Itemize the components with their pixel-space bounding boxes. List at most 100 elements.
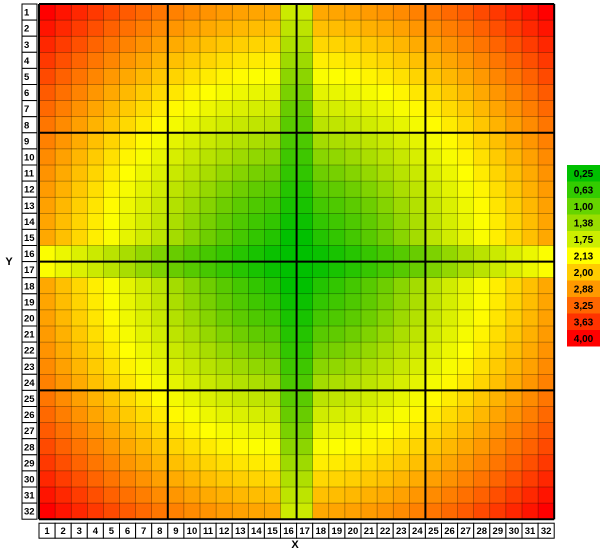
- heatmap-cell: [39, 309, 56, 327]
- heatmap-cell: [522, 148, 539, 166]
- heatmap-cell: [457, 293, 474, 311]
- heatmap-cell: [377, 309, 394, 327]
- heatmap-cell: [457, 52, 474, 69]
- heatmap-cell: [103, 454, 120, 472]
- heatmap-cell: [232, 374, 249, 391]
- heatmap-cell: [264, 422, 281, 439]
- heatmap-cell: [151, 342, 169, 359]
- heatmap-cell: [103, 148, 120, 166]
- heatmap-cell: [344, 503, 362, 520]
- heatmap-cell: [264, 261, 281, 278]
- heatmap-cell: [151, 309, 169, 327]
- heatmap-cell: [264, 84, 281, 101]
- heatmap-cell: [377, 213, 394, 230]
- heatmap-cell: [232, 487, 249, 504]
- heatmap-cell: [425, 245, 442, 262]
- legend-swatch: [567, 181, 600, 198]
- heatmap-cell: [119, 20, 136, 37]
- heatmap-cell: [280, 197, 297, 214]
- heatmap-cell: [55, 342, 72, 359]
- heatmap-cell: [538, 20, 555, 37]
- heatmap-cell: [441, 165, 458, 182]
- heatmap-cell: [200, 342, 217, 359]
- heatmap-cell: [377, 84, 394, 101]
- heatmap-cell: [183, 213, 201, 230]
- heatmap-cell: [312, 197, 330, 214]
- heatmap-cell: [538, 277, 555, 295]
- heatmap-cell: [264, 293, 281, 311]
- heatmap-cell: [409, 261, 426, 278]
- heatmap-cell: [296, 326, 313, 343]
- y-tick-label: 26: [24, 410, 35, 421]
- heatmap-cell: [39, 165, 56, 182]
- heatmap-cell: [103, 406, 120, 423]
- heatmap-cell: [151, 4, 169, 21]
- x-tick-label: 21: [364, 526, 375, 537]
- heatmap-cell: [167, 374, 185, 391]
- heatmap-cell: [505, 132, 523, 150]
- heatmap-cell: [473, 116, 491, 134]
- heatmap-cell: [87, 503, 104, 520]
- heatmap-cell: [87, 132, 104, 150]
- heatmap-cell: [200, 390, 217, 407]
- heatmap-cell: [377, 165, 394, 182]
- y-tick-label: 18: [24, 281, 35, 292]
- heatmap-cell: [200, 36, 217, 53]
- heatmap-cell: [167, 229, 185, 246]
- y-tick-label: 19: [24, 297, 35, 308]
- heatmap-cell: [87, 261, 104, 278]
- heatmap-cell: [425, 438, 442, 456]
- heatmap-cell: [409, 358, 426, 375]
- heatmap-cell: [71, 116, 88, 134]
- heatmap-cell: [361, 213, 378, 230]
- heatmap-cell: [280, 309, 297, 327]
- legend-label: 2,00: [574, 268, 594, 279]
- heatmap-cell: [473, 487, 491, 504]
- heatmap-cell: [264, 100, 281, 117]
- heatmap-cell: [361, 326, 378, 343]
- heatmap-cell: [248, 84, 265, 101]
- heatmap-cell: [296, 358, 313, 375]
- heatmap-cell: [538, 197, 555, 214]
- heatmap-cell: [103, 245, 120, 262]
- heatmap-cell: [280, 326, 297, 343]
- heatmap-cell: [489, 100, 507, 117]
- heatmap-cell: [216, 148, 233, 166]
- heatmap-cell: [183, 132, 201, 150]
- heatmap-cell: [71, 487, 88, 504]
- heatmap-cell: [183, 374, 201, 391]
- heatmap-cell: [425, 20, 442, 37]
- heatmap-cell: [103, 132, 120, 150]
- heatmap-cell: [361, 390, 378, 407]
- heatmap-cell: [183, 197, 201, 214]
- heatmap-cell: [71, 68, 88, 85]
- heatmap-cell: [200, 132, 217, 150]
- heatmap-cell: [87, 390, 104, 407]
- heatmap-cell: [87, 116, 104, 134]
- heatmap-cell: [119, 326, 136, 343]
- heatmap-cell: [328, 165, 346, 182]
- heatmap-cell: [377, 245, 394, 262]
- x-tick-label: 14: [251, 526, 262, 537]
- heatmap-cell: [344, 358, 362, 375]
- heatmap-cell: [151, 293, 169, 311]
- heatmap-cell: [280, 454, 297, 472]
- heatmap-cell: [232, 309, 249, 327]
- heatmap-cell: [377, 148, 394, 166]
- heatmap-cell: [216, 503, 233, 520]
- heatmap-cell: [393, 358, 410, 375]
- heatmap-cell: [200, 229, 217, 246]
- heatmap-cell: [55, 36, 72, 53]
- heatmap-cell: [344, 261, 362, 278]
- heatmap-cell: [280, 165, 297, 182]
- heatmap-cell: [361, 293, 378, 311]
- heatmap-cell: [248, 261, 265, 278]
- heatmap-cell: [361, 100, 378, 117]
- heatmap-cell: [409, 36, 426, 53]
- heatmap-cell: [538, 181, 555, 198]
- heatmap-cell: [441, 406, 458, 423]
- heatmap-cell: [135, 470, 152, 488]
- x-tick-label: 29: [493, 526, 504, 537]
- heatmap-cell: [538, 229, 555, 246]
- heatmap-cell: [167, 503, 185, 520]
